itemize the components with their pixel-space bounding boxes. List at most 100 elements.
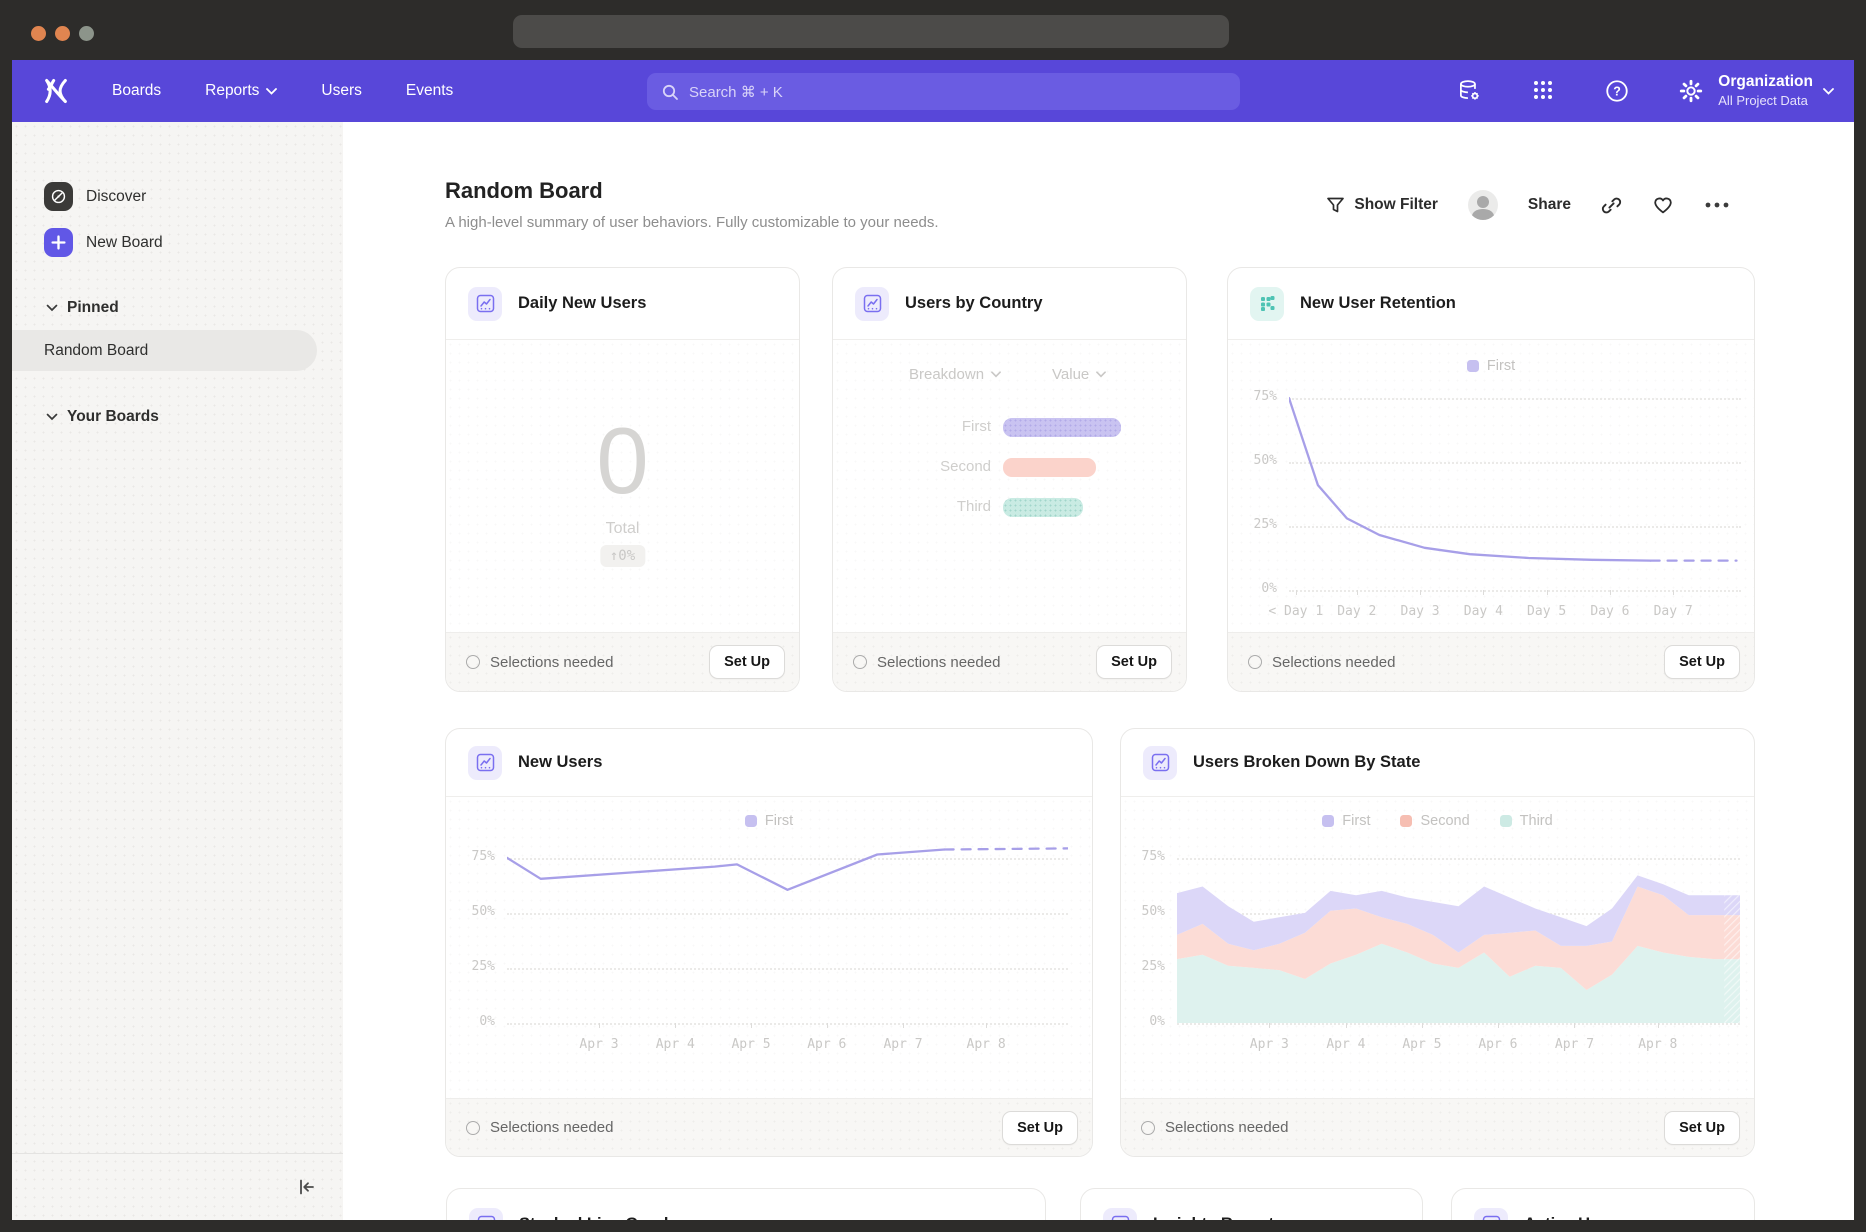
nav-link-users[interactable]: Users (321, 82, 361, 100)
x-axis-tick (751, 1023, 752, 1028)
y-axis-label: 50% (446, 904, 495, 919)
set-up-button[interactable]: Set Up (709, 645, 785, 679)
card-header: Users by Country (833, 268, 1186, 340)
y-axis-label: 25% (1228, 517, 1277, 532)
favorite-button[interactable] (1652, 195, 1674, 215)
metric-delta-badge: ↑0% (600, 545, 645, 567)
collapse-sidebar-button[interactable] (290, 1170, 324, 1204)
x-axis-tick (1610, 590, 1611, 595)
sidebar-item-label: Discover (86, 188, 146, 206)
share-button[interactable]: Share (1528, 196, 1571, 214)
nav-link-reports[interactable]: Reports (205, 82, 277, 100)
page-title: Random Board (445, 178, 603, 204)
chart-canvas (1289, 370, 1741, 590)
card-title: Users Broken Down By State (1193, 753, 1420, 772)
card-header: Stacked Line Graph (447, 1189, 1045, 1220)
card-footer: Selections needed Set Up (446, 632, 799, 691)
x-axis-tick (1269, 1023, 1270, 1028)
y-axis-label: 50% (1228, 453, 1277, 468)
more-options-button[interactable] (1704, 201, 1730, 209)
search-input[interactable]: Search ⌘ + K (647, 73, 1240, 110)
sidebar-item-new-board[interactable]: New Board (44, 228, 163, 257)
x-axis-tick (1498, 1023, 1499, 1028)
nav-link-label: Events (406, 82, 453, 100)
x-axis-label: Day 7 (1628, 604, 1718, 619)
set-up-button[interactable]: Set Up (1096, 645, 1172, 679)
status-circle-icon (466, 655, 480, 669)
avatar[interactable] (1468, 190, 1498, 220)
x-axis-tick (1574, 1023, 1575, 1028)
x-axis-tick (1346, 1023, 1347, 1028)
window-zoom-button[interactable] (79, 26, 94, 41)
chart-canvas (507, 827, 1068, 1023)
x-axis-tick (827, 1023, 828, 1028)
apps-grid-icon[interactable] (1530, 78, 1556, 104)
card-body: 0 Total ↑0% (446, 340, 799, 632)
sidebar-item-random-board[interactable]: Random Board (12, 330, 317, 371)
chevron-down-icon (991, 371, 1001, 378)
card-title: Insights Report (1153, 1215, 1274, 1220)
copy-link-button[interactable] (1601, 195, 1622, 216)
line-chart-icon (469, 1208, 503, 1221)
card-active-users: Active Users (1451, 1188, 1755, 1220)
line-chart-icon (1103, 1208, 1137, 1221)
chevron-down-icon (46, 304, 58, 312)
card-title: Daily New Users (518, 294, 646, 313)
card-footer: Selections needed Set Up (833, 632, 1186, 691)
dropdown-label: Value (1052, 366, 1089, 383)
set-up-button[interactable]: Set Up (1664, 1111, 1740, 1145)
y-axis-label: 0% (1228, 581, 1277, 596)
x-axis-tick (599, 1023, 600, 1028)
show-filter-label: Show Filter (1354, 196, 1438, 214)
breakdown-dropdown[interactable]: Breakdown (909, 366, 1001, 383)
nav-link-boards[interactable]: Boards (112, 82, 161, 100)
bar-category-label: First (833, 418, 991, 435)
x-axis-label: Apr 8 (1613, 1037, 1703, 1052)
x-axis-label: Apr 7 (858, 1037, 948, 1052)
org-switcher[interactable]: Organization All Project Data (1718, 60, 1834, 122)
page-subtitle: A high-level summary of user behaviors. … (445, 214, 939, 231)
legend-chip (1500, 815, 1512, 827)
set-up-button[interactable]: Set Up (1664, 645, 1740, 679)
nav-link-label: Reports (205, 82, 259, 100)
new-users-chart: First75%50%25%0%Apr 3Apr 4Apr 5Apr 6Apr … (446, 797, 1092, 1098)
window-close-button[interactable] (31, 26, 46, 41)
nav-icon-cluster: ? (1456, 60, 1704, 122)
metric-label: Total (446, 520, 799, 538)
mixpanel-logo[interactable] (42, 77, 70, 105)
status-text: Selections needed (877, 654, 1096, 671)
settings-gear-icon[interactable] (1678, 78, 1704, 104)
gridline (1177, 1023, 1740, 1025)
sidebar-item-discover[interactable]: Discover (44, 182, 146, 211)
line-chart-icon (468, 746, 502, 780)
board-main: Random Board A high-level summary of use… (343, 122, 1854, 1220)
sidebar-section-pinned[interactable]: Pinned (46, 299, 119, 317)
show-filter-button[interactable]: Show Filter (1326, 196, 1438, 214)
bar-second (1003, 458, 1096, 477)
card-header: New User Retention (1228, 268, 1754, 340)
set-up-button[interactable]: Set Up (1002, 1111, 1078, 1145)
card-body: First75%50%25%0%Apr 3Apr 4Apr 5Apr 6Apr … (446, 797, 1092, 1098)
top-navbar: Boards Reports Users Events Search ⌘ + K… (12, 60, 1854, 122)
bar-first (1003, 418, 1121, 437)
card-new-user-retention: New User Retention First75%50%25%0%< Day… (1227, 267, 1755, 692)
legend-chip (1400, 815, 1412, 827)
nav-link-events[interactable]: Events (406, 82, 453, 100)
help-icon[interactable]: ? (1604, 78, 1630, 104)
status-text: Selections needed (490, 1119, 1002, 1136)
y-axis-label: 0% (1121, 1014, 1165, 1029)
chevron-down-icon (46, 413, 58, 421)
org-name: Organization (1718, 72, 1813, 92)
card-title: Active Users (1524, 1215, 1624, 1220)
card-footer: Selections needed Set Up (1228, 632, 1754, 691)
window-minimize-button[interactable] (55, 26, 70, 41)
data-management-icon[interactable] (1456, 78, 1482, 104)
bar-third (1003, 498, 1083, 517)
sidebar-section-your-boards[interactable]: Your Boards (46, 408, 159, 426)
y-axis-label: 25% (446, 959, 495, 974)
card-footer: Selections needed Set Up (1121, 1098, 1754, 1156)
url-bar[interactable] (513, 15, 1229, 48)
card-title: New User Retention (1300, 294, 1456, 313)
value-dropdown[interactable]: Value (1052, 366, 1106, 383)
card-new-users: New Users First75%50%25%0%Apr 3Apr 4Apr … (445, 728, 1093, 1157)
